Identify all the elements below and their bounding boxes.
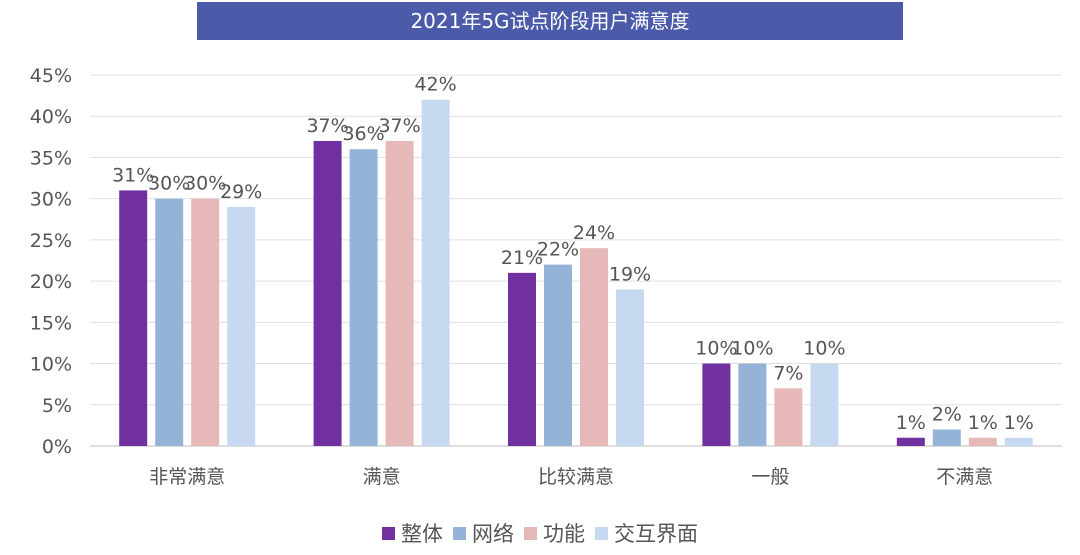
legend-label: 功能 (543, 522, 585, 546)
data-label: 2% (932, 404, 962, 426)
y-tick-label: 40% (30, 106, 72, 128)
data-label: 1% (1004, 412, 1034, 434)
bar-网络 (155, 198, 184, 446)
y-tick-label: 5% (42, 395, 72, 417)
data-label: 21% (501, 247, 543, 269)
chart-title: 2021年5G试点阶段用户满意度 (197, 2, 903, 40)
bar-交互界面 (1004, 437, 1033, 446)
y-tick-label: 0% (42, 436, 72, 458)
legend-swatch (524, 526, 537, 540)
bar-交互界面 (421, 99, 450, 446)
bar-交互界面 (227, 206, 256, 446)
data-label: 31% (112, 164, 154, 186)
bar-整体 (702, 363, 731, 446)
data-label: 1% (968, 412, 998, 434)
legend: 整体 网络 功能 交互界面 (0, 518, 1080, 548)
legend-swatch (595, 526, 608, 540)
bar-交互界面 (810, 363, 839, 446)
bar-网络 (932, 429, 961, 446)
data-label: 10% (731, 338, 773, 360)
data-label: 10% (695, 338, 737, 360)
data-label: 37% (306, 115, 348, 137)
legend-item: 网络 (453, 518, 514, 548)
data-label: 1% (896, 412, 926, 434)
bar-功能 (385, 140, 414, 446)
bar-交互界面 (616, 289, 644, 446)
y-tick-label: 10% (30, 354, 72, 376)
legend-label: 整体 (401, 522, 443, 546)
data-label: 36% (342, 123, 384, 145)
legend-label: 交互界面 (614, 522, 698, 546)
x-category-label: 不满意 (936, 466, 993, 488)
legend-item: 整体 (382, 518, 443, 548)
bar-整体 (313, 140, 342, 446)
y-tick-label: 35% (30, 147, 72, 169)
bar-网络 (544, 264, 572, 446)
bar-网络 (738, 363, 767, 446)
bar-功能 (580, 248, 608, 446)
data-label: 29% (220, 181, 262, 203)
y-tick-label: 20% (30, 271, 72, 293)
legend-item: 功能 (524, 518, 585, 548)
data-label: 24% (573, 222, 615, 244)
bar-功能 (968, 437, 997, 446)
bar-功能 (191, 198, 220, 446)
legend-label: 网络 (472, 522, 514, 546)
x-category-label: 一般 (751, 466, 789, 488)
legend-swatch (453, 526, 466, 540)
bar-整体 (896, 437, 925, 446)
data-label: 42% (414, 74, 456, 96)
data-label: 7% (773, 362, 803, 384)
data-label: 37% (378, 115, 420, 137)
y-tick-label: 25% (30, 230, 72, 252)
bar-整体 (119, 190, 148, 446)
bar-功能 (774, 388, 803, 446)
data-label: 22% (537, 239, 579, 261)
y-tick-label: 45% (30, 65, 72, 87)
x-category-label: 比较满意 (538, 466, 614, 488)
data-label: 19% (609, 263, 651, 285)
x-category-label: 非常满意 (149, 466, 225, 488)
y-tick-label: 15% (30, 312, 72, 334)
legend-item: 交互界面 (595, 518, 698, 548)
bar-整体 (508, 272, 536, 446)
data-label: 30% (148, 173, 190, 195)
bar-网络 (349, 149, 378, 446)
legend-swatch (382, 526, 395, 540)
x-category-label: 满意 (363, 466, 401, 488)
y-tick-label: 30% (30, 189, 72, 211)
data-label: 30% (184, 173, 226, 195)
data-label: 10% (803, 338, 845, 360)
